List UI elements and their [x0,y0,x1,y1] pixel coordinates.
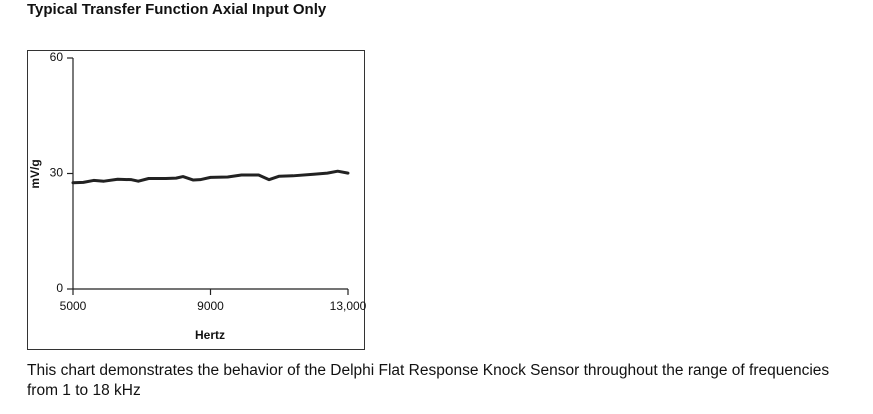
chart: Hertz mV/g 0 30 60 5000 9000 13,000 [27,50,367,350]
y-tick-label: 30 [50,166,64,180]
data-line [71,169,350,185]
x-axis-label: Hertz [195,328,225,342]
x-tick-label: 5000 [60,299,87,313]
caption: This chart demonstrates the behavior of … [27,362,830,399]
chart-title: Typical Transfer Function Axial Input On… [27,1,327,18]
x-tick-label: 13,000 [330,299,367,313]
y-tick-label: 60 [50,50,64,64]
x-tick-label: 9000 [197,299,224,313]
y-tick-label: 0 [56,281,63,295]
y-axis-label: mV/g [28,159,42,188]
chart-frame [27,50,365,350]
